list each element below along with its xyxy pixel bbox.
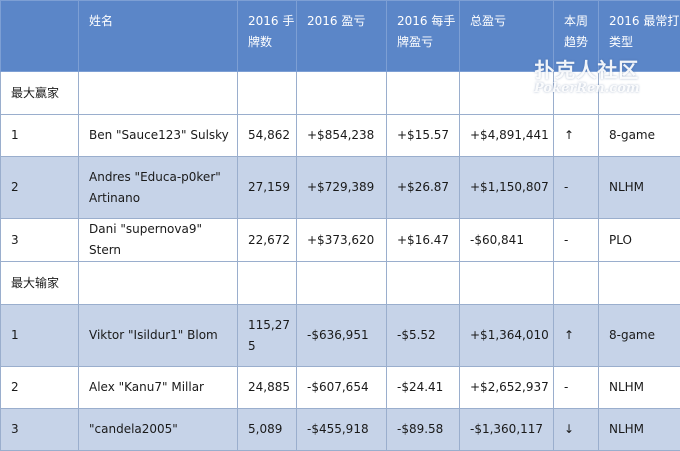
table-row: 2 Andres "Educa-p0ker" Artinano 27,159 +… [1, 157, 680, 219]
profit-cell: -$607,654 [297, 367, 387, 409]
game-cell: 8-game [599, 305, 680, 367]
trend-cell: ↓ [554, 409, 599, 451]
rank-cell: 2 [1, 367, 79, 409]
player-name-cell: Alex "Kanu7" Millar [79, 367, 238, 409]
header-game: 2016 最常打类型 [599, 1, 680, 72]
header-hands: 2016 手牌数 [238, 1, 297, 72]
profit-cell: -$455,918 [297, 409, 387, 451]
total-cell: -$1,360,117 [460, 409, 554, 451]
game-cell: NLHM [599, 157, 680, 219]
header-per-hand: 2016 每手牌盈亏 [387, 1, 460, 72]
per-hand-cell: +$16.47 [387, 219, 460, 262]
player-name-cell: Andres "Educa-p0ker" Artinano [79, 157, 238, 219]
section-losers: 最大输家 [1, 262, 680, 305]
rank-cell: 3 [1, 219, 79, 262]
rank-cell: 3 [1, 409, 79, 451]
per-hand-cell: +$15.57 [387, 115, 460, 157]
player-name-cell: Viktor "Isildur1" Blom [79, 305, 238, 367]
header-rank [1, 1, 79, 72]
hands-cell: 22,672 [238, 219, 297, 262]
hands-cell: 115,275 [238, 305, 297, 367]
player-name-cell: "candela2005" [79, 409, 238, 451]
table-row: 3 Dani "supernova9" Stern 22,672 +$373,6… [1, 219, 680, 262]
hands-cell: 24,885 [238, 367, 297, 409]
header-profit: 2016 盈亏 [297, 1, 387, 72]
total-cell: +$2,652,937 [460, 367, 554, 409]
trend-cell: - [554, 219, 599, 262]
header-total: 总盈亏 [460, 1, 554, 72]
per-hand-cell: -$5.52 [387, 305, 460, 367]
rank-cell: 1 [1, 305, 79, 367]
profit-cell: +$729,389 [297, 157, 387, 219]
header-week-trend: 本周趋势 [554, 1, 599, 72]
game-cell: NLHM [599, 409, 680, 451]
header-name: 姓名 [79, 1, 238, 72]
hands-cell: 54,862 [238, 115, 297, 157]
total-cell: +$1,364,010 [460, 305, 554, 367]
section-winners: 最大赢家 [1, 72, 680, 115]
game-cell: PLO [599, 219, 680, 262]
trend-cell: - [554, 367, 599, 409]
profit-cell: +$854,238 [297, 115, 387, 157]
table-row: 1 Viktor "Isildur1" Blom 115,275 -$636,9… [1, 305, 680, 367]
rank-cell: 1 [1, 115, 79, 157]
profit-cell: -$636,951 [297, 305, 387, 367]
per-hand-cell: -$24.41 [387, 367, 460, 409]
section-label: 最大输家 [1, 262, 79, 305]
total-cell: +$4,891,441 [460, 115, 554, 157]
trend-cell: - [554, 157, 599, 219]
rank-cell: 2 [1, 157, 79, 219]
game-cell: NLHM [599, 367, 680, 409]
trend-cell: ↑ [554, 305, 599, 367]
hands-cell: 27,159 [238, 157, 297, 219]
table-row: 1 Ben "Sauce123" Sulsky 54,862 +$854,238… [1, 115, 680, 157]
per-hand-cell: +$26.87 [387, 157, 460, 219]
player-name-cell: Ben "Sauce123" Sulsky [79, 115, 238, 157]
per-hand-cell: -$89.58 [387, 409, 460, 451]
section-label: 最大赢家 [1, 72, 79, 115]
table-row: 3 "candela2005" 5,089 -$455,918 -$89.58 … [1, 409, 680, 451]
total-cell: -$60,841 [460, 219, 554, 262]
total-cell: +$1,150,807 [460, 157, 554, 219]
trend-cell: ↑ [554, 115, 599, 157]
table-row: 2 Alex "Kanu7" Millar 24,885 -$607,654 -… [1, 367, 680, 409]
hands-cell: 5,089 [238, 409, 297, 451]
game-cell: 8-game [599, 115, 680, 157]
profit-cell: +$373,620 [297, 219, 387, 262]
player-name-cell: Dani "supernova9" Stern [79, 219, 238, 262]
header-row: 姓名 2016 手牌数 2016 盈亏 2016 每手牌盈亏 总盈亏 本周趋势 … [1, 1, 680, 72]
